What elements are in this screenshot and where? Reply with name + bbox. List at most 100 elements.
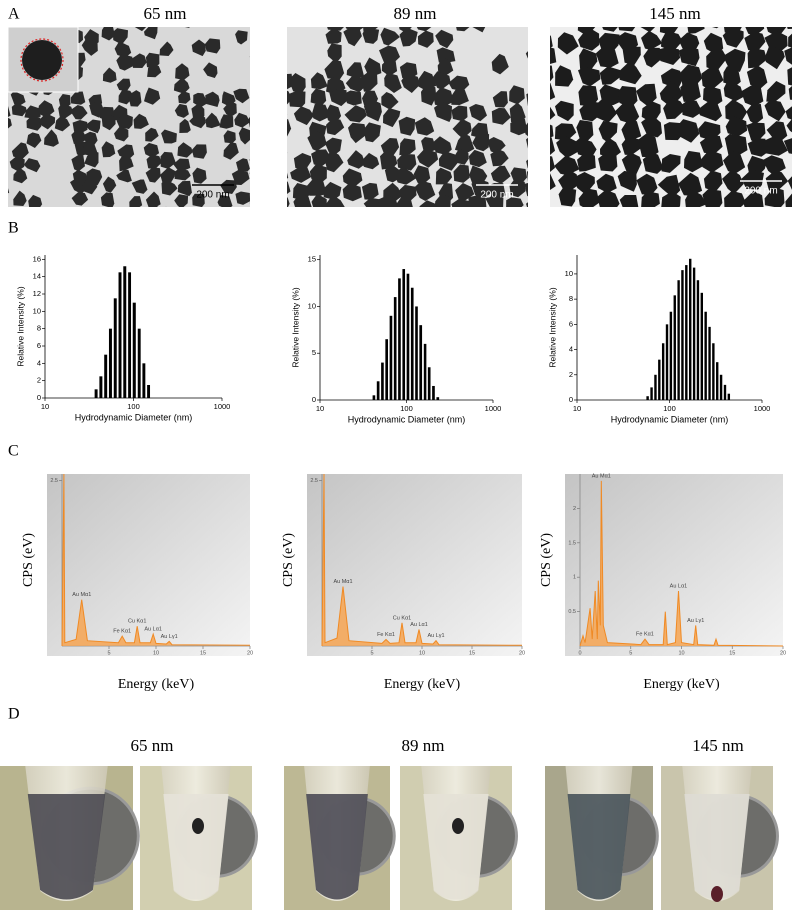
tem-title: 65 nm [144,4,187,23]
nanoparticle [700,149,724,173]
nanoparticle [746,122,766,144]
x-tick-label: 10 [153,650,159,656]
nanoparticle [324,137,342,156]
bar [661,343,665,400]
nanoparticle [468,149,487,168]
nanoparticle [636,83,657,107]
bar [142,363,146,398]
x-tick-label: 1000 [485,404,502,413]
y-tick-label: 2 [37,376,41,385]
spectrum [579,480,784,647]
nanoparticle [8,188,10,194]
nanoparticle [361,182,379,200]
nanoparticle [555,100,574,122]
nanoparticle [306,178,327,196]
spectrum [61,473,251,647]
bar [402,269,406,400]
nanoparticle [490,165,511,184]
nanoparticle [557,32,579,55]
nanoparticle [348,122,367,144]
bar [708,326,711,400]
nanoparticle [661,154,681,173]
nanoparticle [722,27,744,48]
nanoparticle [249,172,250,174]
bar [704,311,707,400]
nanoparticle [13,167,28,184]
nanoparticle [253,40,267,57]
bar [692,267,696,400]
nanoparticle [642,152,664,174]
peak-label: Au Lγ1 [161,634,178,640]
x-tick-label: 20 [780,650,786,656]
nanoparticle [679,119,700,143]
nanoparticle [434,101,452,122]
nanoparticle [101,141,116,158]
nanoparticle [744,32,766,52]
nanoparticle [468,195,487,207]
nanoparticle [238,208,252,223]
nanoparticle [249,197,250,205]
nanoparticle [455,183,475,201]
nanoparticle [660,68,684,90]
nanoparticle [192,167,207,184]
bar [696,280,700,400]
nanoparticle [578,67,601,87]
nanoparticle [510,118,528,136]
nanoparticle [490,149,509,167]
nanoparticle [398,116,416,136]
nanoparticle [637,133,659,158]
nanoparticle [101,27,115,41]
nanoparticle [598,151,618,172]
nanoparticle [762,155,786,176]
nanoparticle [379,45,400,63]
peak-label: Au Lγ1 [427,633,444,639]
nanoparticle [131,179,148,194]
nanoparticle [145,52,160,68]
nanoparticle [116,169,132,183]
nanoparticle [550,106,556,120]
nanoparticle [326,119,345,136]
peak-label: Au Lα1 [410,622,428,628]
nanoparticle [249,56,250,58]
nanoparticle [381,92,399,110]
nanoparticle [506,197,524,207]
bar [372,395,376,400]
nanoparticle [37,100,55,118]
nanoparticle [526,171,528,182]
nanoparticle [159,41,174,56]
nanoparticle [438,151,458,171]
nanoparticle [434,193,451,207]
nanoparticle [102,67,117,83]
bar [654,374,657,400]
nanoparticle [550,124,554,138]
nanoparticle [550,47,557,65]
tem-title: 89 nm [394,4,437,23]
nanoparticle [310,88,327,106]
x-tick-label: 10 [41,402,49,411]
y-tick-label: 1 [573,575,576,581]
nanoparticle [248,116,250,128]
nanoparticle [71,129,88,144]
nanoparticle [251,205,265,221]
nanoparticle [766,121,788,142]
bar [381,362,384,400]
photo-title: 65 nm [131,736,174,755]
nanoparticle [116,113,133,129]
nanoparticle [311,193,327,207]
x-tick-label: 100 [400,404,413,413]
nanoparticle [432,71,451,90]
bar [147,385,151,398]
x-tick-label: 1000 [754,404,771,413]
nanoparticle [421,85,437,106]
nanoparticle [219,114,234,129]
nanoparticle [84,150,99,168]
nanoparticle [327,43,342,64]
x-axis-label: Energy (keV) [643,677,720,692]
nanoparticle [362,27,380,44]
nanoparticle [11,103,27,117]
nanoparticle [663,96,686,120]
nanoparticle [602,27,618,32]
bar [677,280,680,400]
nanoparticle [381,59,398,77]
